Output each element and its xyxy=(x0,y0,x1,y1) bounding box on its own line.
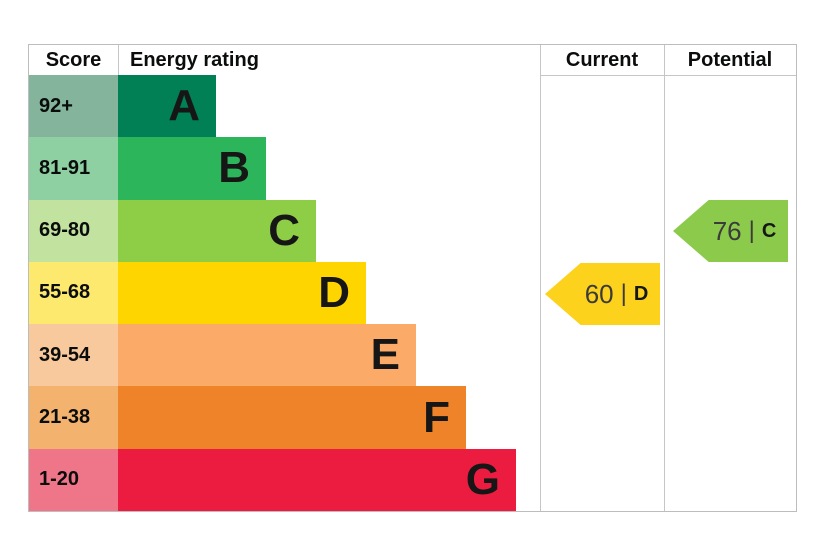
band-row-c: 69-80 C xyxy=(29,199,540,262)
band-row-a: 92+ A xyxy=(29,75,540,138)
column-header-score: Score xyxy=(45,49,102,71)
potential-rating-grade: C xyxy=(761,219,777,242)
band-row-f: 21-38 F xyxy=(29,386,540,449)
potential-rating-arrow: 76 | C xyxy=(673,200,788,262)
potential-column-divider xyxy=(664,45,665,511)
column-header-potential: Potential xyxy=(687,49,773,71)
current-rating-score: 60 xyxy=(584,278,614,309)
band-letter: B xyxy=(218,143,250,193)
header-score-divider xyxy=(118,45,119,75)
column-header-current: Current xyxy=(565,49,639,71)
band-bar: C xyxy=(118,199,316,262)
current-rating-grade: D xyxy=(633,282,649,305)
band-score-label: 92+ xyxy=(29,75,118,138)
band-letter: E xyxy=(370,330,400,380)
band-score-label: 81-91 xyxy=(29,137,118,200)
band-bar: G xyxy=(118,448,516,511)
band-row-d: 55-68 D xyxy=(29,261,540,325)
arrow-separator: | xyxy=(620,280,627,307)
band-row-e: 39-54 E xyxy=(29,324,540,387)
potential-rating-score: 76 xyxy=(712,215,742,246)
band-letter: G xyxy=(465,454,500,504)
band-score-label: 39-54 xyxy=(29,324,118,387)
chart-header: Score Energy rating Current Potential xyxy=(29,45,796,75)
header-bottom-divider xyxy=(540,75,796,76)
column-header-energy-rating: Energy rating xyxy=(130,49,259,71)
band-rows: 92+ A 81-91 B 69-80 C 55-68 xyxy=(29,75,540,511)
band-row-b: 81-91 B xyxy=(29,137,540,200)
band-letter: C xyxy=(268,205,300,255)
current-rating-arrow: 60 | D xyxy=(545,263,660,325)
band-letter: A xyxy=(168,81,200,131)
arrow-separator: | xyxy=(748,217,755,244)
band-bar: A xyxy=(118,75,216,138)
band-bar: D xyxy=(118,261,366,325)
band-score-label: 55-68 xyxy=(29,261,118,325)
band-letter: D xyxy=(318,267,350,317)
epc-rating-chart: Score Energy rating Current Potential 92… xyxy=(28,44,797,512)
band-bar: B xyxy=(118,137,266,200)
band-letter: F xyxy=(423,392,450,442)
band-score-label: 21-38 xyxy=(29,386,118,449)
band-score-label: 1-20 xyxy=(29,448,118,511)
band-row-g: 1-20 G xyxy=(29,448,540,511)
band-score-label: 69-80 xyxy=(29,199,118,262)
band-bar: F xyxy=(118,386,466,449)
band-bar: E xyxy=(118,324,416,387)
current-column-divider xyxy=(540,45,541,511)
